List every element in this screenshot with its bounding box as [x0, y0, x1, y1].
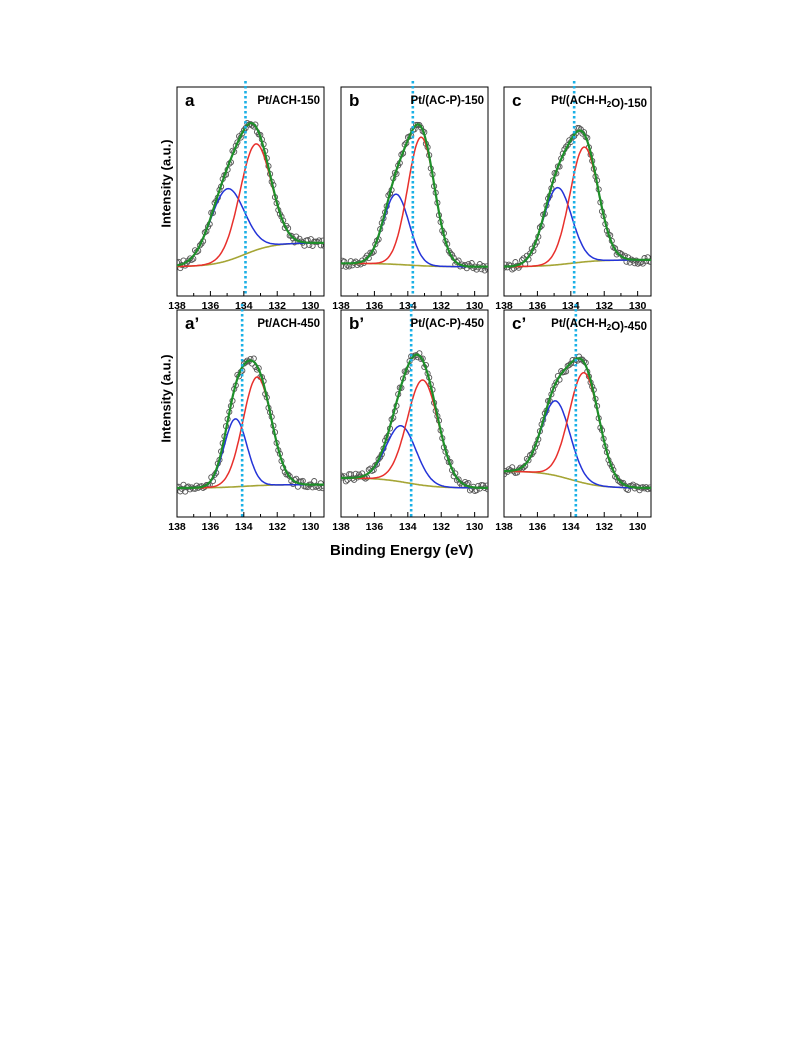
sample-label: Pt/(AC-P)-450 [411, 318, 484, 330]
panel-letter: a’ [185, 314, 199, 333]
sample-label: Pt/(ACH-H2O)-150 [551, 95, 647, 110]
data-point [455, 476, 462, 483]
data-point [644, 486, 651, 493]
data-point [311, 478, 318, 485]
red-component-curve [341, 379, 488, 489]
curves [177, 355, 324, 495]
x-tick-label: 132 [432, 521, 450, 533]
sample-label: Pt/ACH-450 [257, 318, 320, 330]
plot-frame [340, 86, 489, 297]
x-tick-label: 132 [268, 300, 286, 312]
x-tick-label: 136 [529, 300, 547, 312]
red-component-curve [504, 371, 651, 489]
x-tick-label: 130 [629, 300, 647, 312]
envelope-fit-curve [177, 359, 324, 490]
red-component-curve [504, 146, 651, 268]
x-tick-label: 130 [302, 521, 320, 533]
plot-frame [340, 309, 489, 518]
envelope-fit-curve [341, 353, 488, 490]
curves [341, 121, 488, 274]
x-tick-label: 132 [268, 521, 286, 533]
panel-letter: a [185, 91, 195, 110]
envelope-fit-curve [341, 123, 488, 268]
x-tick-label: 132 [595, 300, 613, 312]
data-point [525, 457, 532, 464]
envelope-fit-curve [504, 129, 651, 268]
data-point [346, 263, 353, 270]
x-tick-label: 130 [302, 300, 320, 312]
plot-frame [176, 309, 325, 518]
chart-panel-5: 138 136 134 132 130 b’ Pt/(AC-P)-450 [332, 304, 489, 533]
sample-label: Pt/ACH-150 [257, 95, 320, 107]
data-point [177, 259, 181, 266]
plot-frame [503, 309, 652, 518]
x-tick-label: 138 [332, 300, 350, 312]
x-tick-label: 134 [235, 300, 253, 312]
x-tick-label: 136 [366, 300, 384, 312]
panel-letter: b [349, 91, 359, 110]
chart-panel-6: 138 136 134 132 130 c’ Pt/(ACH-H2O)-450 [495, 304, 652, 533]
x-tick-label: 132 [432, 300, 450, 312]
data-point [613, 474, 620, 481]
panel-letter: c’ [512, 314, 526, 333]
data-point [352, 470, 359, 477]
curves [504, 353, 651, 494]
x-tick-label: 130 [466, 300, 484, 312]
blue-component-curve [504, 400, 651, 489]
blue-component-curve [341, 193, 488, 268]
chart-panel-1: 138 136 134 132 130 a Pt/ACH-150 [168, 81, 325, 312]
x-tick-label: 138 [168, 521, 186, 533]
x-tick-label: 138 [495, 521, 513, 533]
panel-letter: c [512, 91, 521, 110]
red-component-curve [177, 376, 324, 489]
curves [177, 119, 324, 272]
data-point [566, 361, 573, 369]
red-component-curve [341, 136, 488, 268]
curves [504, 125, 651, 273]
x-tick-label: 138 [495, 300, 513, 312]
x-tick-label: 132 [595, 521, 613, 533]
data-point [285, 471, 292, 478]
y-axis-label-bottom: Intensity (a.u.) [158, 354, 174, 443]
data-point [372, 462, 379, 469]
data-point [647, 486, 651, 493]
plot-frame [176, 86, 325, 297]
x-tick-label: 138 [332, 521, 350, 533]
x-tick-label: 134 [399, 521, 417, 533]
data-point [616, 478, 624, 485]
data-point [242, 359, 249, 366]
envelope-fit-curve [177, 121, 324, 267]
data-point [504, 264, 508, 271]
curves [341, 350, 488, 495]
sample-label: Pt/(ACH-H2O)-450 [551, 318, 647, 333]
y-axis-label-top: Intensity (a.u.) [158, 139, 174, 228]
x-tick-label: 136 [202, 521, 220, 533]
data-point [453, 259, 461, 266]
blue-component-curve [177, 418, 324, 489]
data-point [567, 360, 575, 367]
panel-letter: b’ [349, 314, 364, 333]
blue-component-curve [177, 187, 324, 267]
data-point [481, 267, 488, 274]
x-tick-label: 136 [366, 521, 384, 533]
x-tick-label: 130 [629, 521, 647, 533]
x-tick-label: 138 [168, 300, 186, 312]
x-tick-label: 134 [235, 521, 253, 533]
data-point [187, 255, 194, 262]
plot-frame [503, 86, 652, 297]
x-tick-label: 134 [562, 521, 580, 533]
sample-label: Pt/(AC-P)-150 [411, 95, 484, 107]
x-tick-label: 136 [202, 300, 220, 312]
chart-panel-4: 138 136 134 132 130 a’ Pt/ACH-450 [168, 304, 325, 533]
data-point [342, 478, 349, 485]
x-tick-label: 130 [466, 521, 484, 533]
x-axis-label: Binding Energy (eV) [330, 542, 474, 559]
x-tick-label: 136 [529, 521, 547, 533]
data-point [647, 259, 651, 266]
envelope-fit-curve [504, 357, 651, 489]
